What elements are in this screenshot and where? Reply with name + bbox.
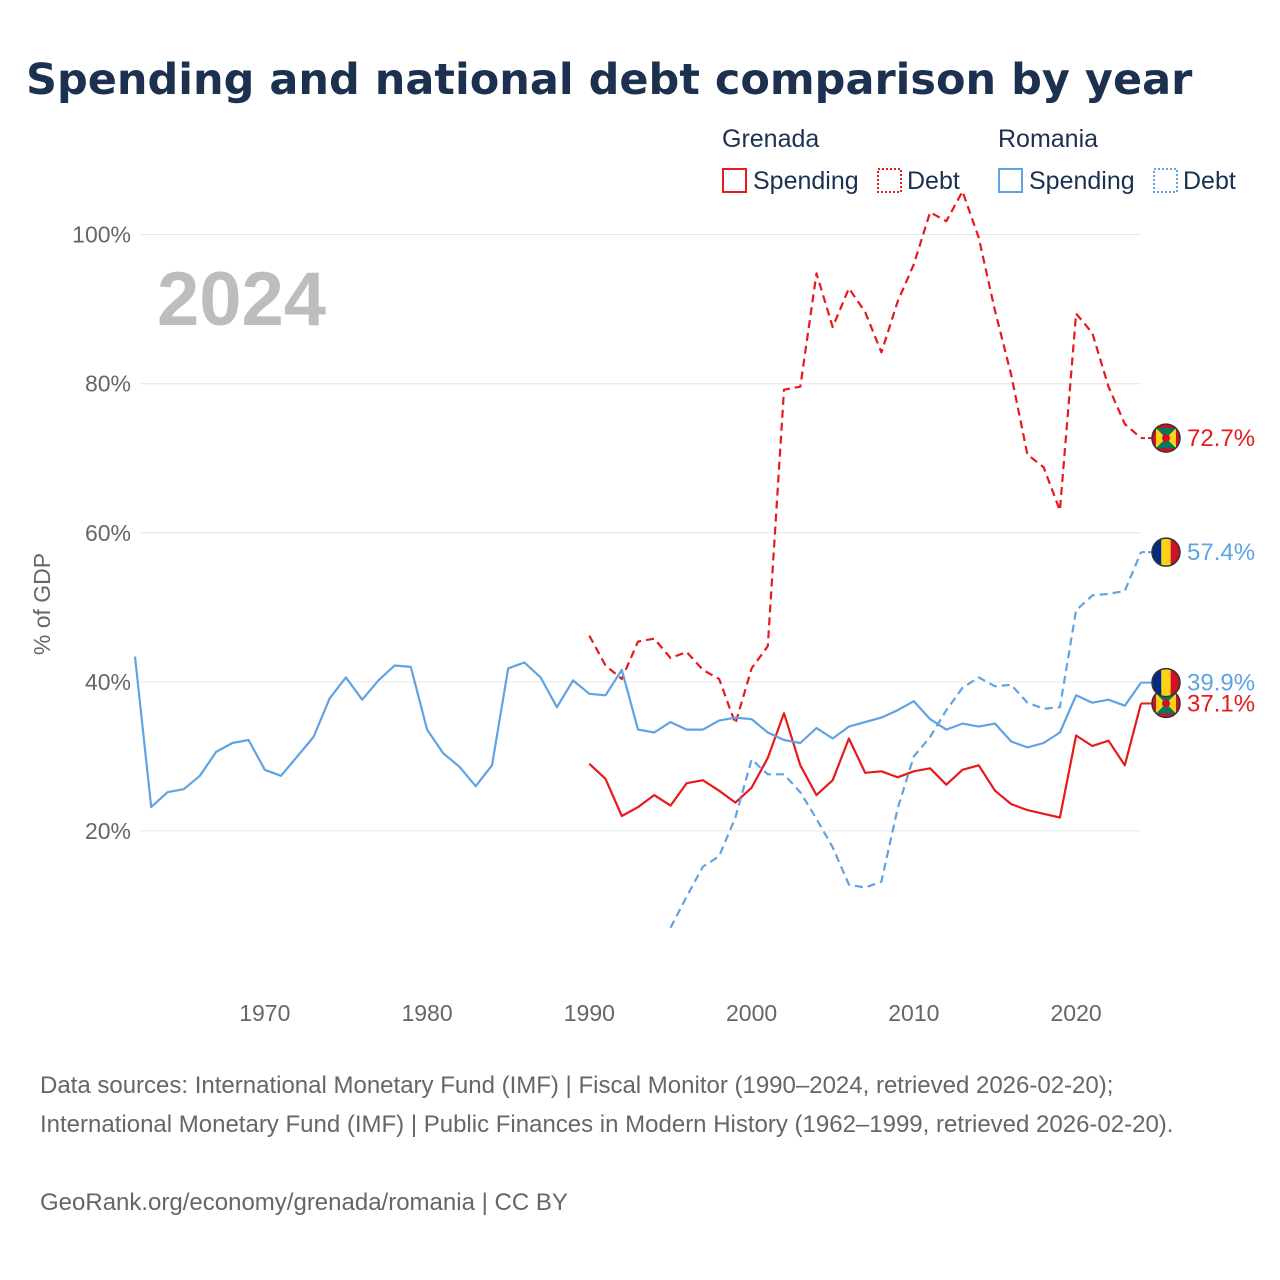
end-label-romania-spending: 39.9% — [1187, 670, 1255, 697]
y-tick-label: 20% — [85, 818, 131, 844]
series-line-grenada-spending — [588, 703, 1143, 819]
x-tick-label: 1990 — [564, 1000, 615, 1026]
credit-link[interactable]: GeoRank.org/economy/grenada/romania | CC… — [40, 1189, 568, 1216]
x-tick-label: 2020 — [1051, 1000, 1102, 1026]
grenada-flag-icon — [1151, 688, 1181, 719]
series-line-grenada-debt — [588, 190, 1142, 725]
legend-group-grenada: Grenada — [722, 125, 819, 153]
romania-flag-icon — [1151, 667, 1181, 698]
legend-swatch-grenada-debt — [877, 168, 902, 193]
series — [133, 190, 1143, 929]
data-sources-note: Data sources: International Monetary Fun… — [40, 1072, 1174, 1138]
gridlines — [140, 234, 1141, 832]
series-line-romania-debt — [669, 551, 1143, 929]
y-axis-ticks: 20% 40% 60% 80% 100% — [72, 222, 131, 844]
end-markers: 37.1% 72.7% 39.9% 57.4% — [1141, 423, 1255, 719]
end-label-grenada-spending: 37.1% — [1187, 690, 1255, 717]
x-tick-label: 1970 — [239, 1000, 290, 1026]
chart-title: Spending and national debt comparison by… — [26, 55, 1193, 105]
legend-label-grenada-spending: Spending — [753, 167, 859, 195]
legend-swatch-grenada-spending — [722, 168, 747, 193]
legend-swatch-romania-debt — [1153, 168, 1178, 193]
y-tick-label: 60% — [85, 520, 131, 546]
romania-flag-icon — [1151, 537, 1181, 567]
x-tick-label: 2000 — [726, 1000, 777, 1026]
legend-label-grenada-debt: Debt — [907, 167, 960, 195]
x-tick-label: 2010 — [888, 1000, 939, 1026]
series-line-romania-spending — [133, 656, 1142, 809]
y-tick-label: 40% — [85, 669, 131, 695]
legend-group-romania: Romania — [998, 125, 1098, 153]
y-tick-label: 80% — [85, 371, 131, 397]
legend: Grenada Spending Debt Romania Spending D… — [722, 125, 1236, 195]
legend-swatch-romania-spending — [998, 168, 1023, 193]
x-tick-label: 1980 — [401, 1000, 452, 1026]
end-label-romania-debt: 57.4% — [1187, 539, 1255, 566]
legend-label-romania-debt: Debt — [1183, 167, 1236, 195]
legend-label-romania-spending: Spending — [1029, 167, 1135, 195]
y-tick-label: 100% — [72, 222, 131, 248]
x-axis-ticks: 1970 1980 1990 2000 2010 2020 — [239, 1000, 1101, 1026]
grenada-flag-icon — [1151, 423, 1181, 453]
end-label-grenada-debt: 72.7% — [1187, 425, 1255, 452]
chart: Spending and national debt comparison by… — [26, 55, 1255, 1026]
year-watermark: 2024 — [157, 257, 326, 342]
y-axis-label: % of GDP — [29, 553, 55, 655]
